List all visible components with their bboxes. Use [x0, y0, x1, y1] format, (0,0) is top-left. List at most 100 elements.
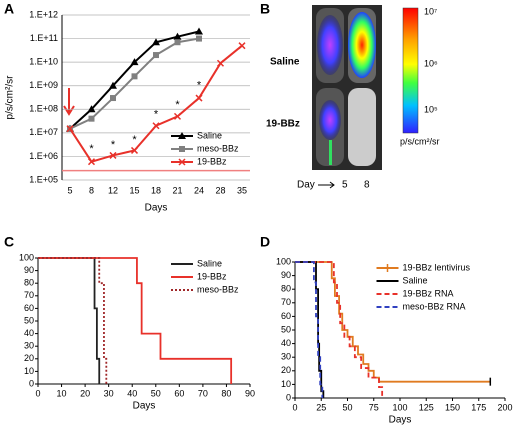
- y-tick-label: 1.E+09: [29, 80, 58, 90]
- y-tick-label: 40: [281, 338, 291, 348]
- colorbar-tick: 10⁵: [424, 104, 438, 114]
- x-tick-label: 28: [215, 185, 225, 195]
- marker: [109, 151, 117, 159]
- panel-label: A: [4, 1, 14, 17]
- marker: [238, 42, 246, 50]
- colorbar: [402, 7, 419, 134]
- x-tick-label: 80: [221, 388, 231, 398]
- x-tick-label: 100: [392, 402, 407, 412]
- x-tick-label: 60: [174, 388, 184, 398]
- annotation: *: [197, 80, 202, 92]
- marker: [216, 59, 225, 67]
- x-tick-label: 0: [35, 388, 40, 398]
- marker: [110, 95, 116, 102]
- signal: [329, 140, 332, 165]
- y-tick-label: 70: [24, 290, 34, 300]
- marker: [87, 105, 96, 113]
- marker: [173, 112, 182, 120]
- survival-curve: [38, 257, 233, 384]
- survival-curve: [295, 261, 491, 383]
- x-tick-label: 70: [198, 388, 208, 398]
- y-tick-label: 30: [281, 352, 291, 362]
- x-tick-label: 24: [194, 185, 204, 195]
- y-tick-label: 1.E+10: [29, 57, 58, 67]
- survival-curve: [38, 257, 108, 384]
- row-label: Saline: [270, 57, 300, 68]
- x-tick-label: 10: [57, 388, 67, 398]
- annotation: *: [154, 108, 159, 120]
- x-tick-label: 5: [67, 185, 72, 195]
- x-tick-label: 150: [445, 402, 460, 412]
- day-label: Day: [297, 180, 315, 191]
- marker: [66, 125, 74, 133]
- y-tick-label: 10: [24, 366, 34, 376]
- legend-label: Saline: [403, 275, 428, 285]
- x-tick-label: 75: [369, 402, 379, 412]
- mouse: [348, 88, 376, 166]
- legend-label: Saline: [197, 258, 222, 268]
- legend-label: Saline: [197, 130, 222, 140]
- y-tick-label: 1.E+07: [29, 127, 58, 137]
- y-tick-label: 90: [281, 270, 291, 280]
- y-tick-label: 1.E+08: [29, 104, 58, 114]
- y-tick-label: 1.E+06: [29, 151, 58, 161]
- signal: [348, 12, 376, 78]
- colorbar-tick: 10⁷: [424, 6, 437, 16]
- x-axis-title: Days: [133, 401, 156, 412]
- marker: [130, 146, 139, 154]
- y-tick-label: 100: [19, 252, 34, 262]
- x-tick-label: 12: [108, 185, 118, 195]
- x-tick-label: 50: [342, 402, 352, 412]
- x-tick-label: 0: [292, 402, 297, 412]
- y-tick-label: 50: [281, 324, 291, 334]
- survival-curve: [295, 261, 325, 398]
- y-tick-label: 80: [24, 278, 34, 288]
- marker: [196, 35, 202, 42]
- y-tick-label: 60: [24, 303, 34, 313]
- marker: [178, 158, 186, 166]
- x-tick-label: 40: [127, 388, 137, 398]
- x-tick-label: 90: [245, 388, 255, 398]
- arrow: [318, 181, 335, 189]
- panel-label: C: [4, 234, 14, 250]
- y-tick-label: 0: [286, 392, 291, 402]
- row-label: 19-BBz: [266, 119, 300, 130]
- x-tick-label: 21: [172, 185, 182, 195]
- y-tick-label: 40: [24, 328, 34, 338]
- y-tick-label: 90: [24, 265, 34, 275]
- y-tick-label: 70: [281, 297, 291, 307]
- colorbar-unit: p/s/cm²/sr: [400, 136, 440, 146]
- y-tick-label: 20: [24, 353, 34, 363]
- y-tick-label: 1.E+05: [29, 174, 58, 184]
- y-axis-title: p/s/cm²/sr: [5, 75, 16, 120]
- marker: [130, 58, 139, 66]
- annotation: *: [175, 99, 180, 111]
- marker: [173, 32, 182, 40]
- signal: [317, 15, 343, 75]
- marker: [87, 158, 96, 166]
- survival-curve: [295, 261, 384, 398]
- marker: [109, 81, 117, 89]
- panel-label: B: [260, 1, 270, 17]
- y-tick-label: 1.E+12: [29, 9, 58, 19]
- x-axis-title: Days: [389, 415, 412, 425]
- y-tick-label: 10: [281, 379, 291, 389]
- marker: [178, 132, 186, 139]
- y-tick-label: 80: [281, 284, 291, 294]
- marker: [152, 38, 160, 46]
- x-tick-label: 8: [89, 185, 94, 195]
- day: 8: [364, 180, 370, 191]
- marker: [153, 52, 159, 59]
- marker: [88, 115, 95, 122]
- marker: [131, 73, 138, 80]
- annotation: *: [89, 143, 94, 155]
- x-axis-title: Days: [145, 203, 168, 214]
- legend-label: meso-BBz: [197, 143, 239, 153]
- marker: [195, 27, 203, 35]
- x-tick-label: 15: [129, 185, 139, 195]
- x-tick-label: 35: [237, 185, 247, 195]
- annotation: *: [111, 139, 116, 151]
- marker: [152, 122, 160, 130]
